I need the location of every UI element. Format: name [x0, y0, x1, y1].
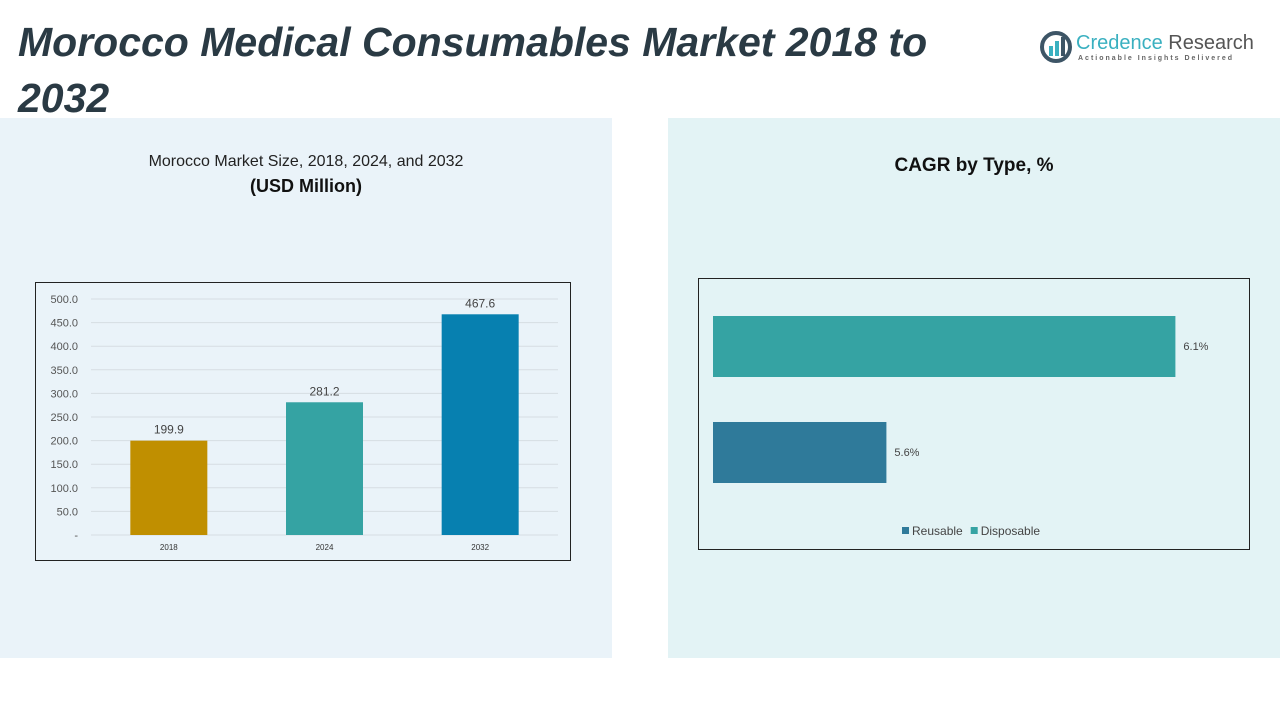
cagr-title: CAGR by Type, % — [894, 155, 1054, 176]
x-tick-label: 2018 — [160, 543, 178, 552]
data-label: 199.9 — [154, 423, 184, 437]
x-tick-label: 2024 — [316, 543, 334, 552]
data-label: 5.6% — [894, 447, 919, 459]
logo-tagline: Actionable Insights Delivered — [1078, 55, 1235, 62]
data-label: 6.1% — [1183, 341, 1208, 353]
logo-name-a: Credence — [1076, 32, 1163, 54]
y-tick-label: 50.0 — [57, 506, 78, 518]
credence-research-logo: Credence Research Actionable Insights De… — [1040, 30, 1260, 70]
y-tick-label: 500.0 — [50, 294, 78, 306]
cagr-chart: 6.1% 5.6% Reusable Disposable — [698, 278, 1250, 550]
legend-swatch-disposable — [970, 527, 978, 534]
data-label: 281.2 — [309, 384, 339, 398]
market-size-title: Morocco Market Size, 2018, 2024, and 203… — [148, 153, 464, 170]
y-tick-label: 400.0 — [50, 341, 78, 353]
market-size-chart: - 50.0 100.0 150.0 200.0 250.0 300.0 350.0 400.0… — [35, 282, 571, 561]
data-label: 467.6 — [465, 296, 495, 310]
y-tick-label: 200.0 — [50, 436, 78, 448]
market-size-unit: (USD Million) — [250, 176, 362, 196]
logo-name-b: Research — [1162, 32, 1254, 54]
y-tick-label: 150.0 — [50, 459, 78, 471]
y-tick-label: 100.0 — [50, 483, 78, 495]
y-tick-label: - — [74, 530, 78, 542]
x-tick-label: 2032 — [471, 543, 489, 552]
y-tick-label: 250.0 — [50, 412, 78, 424]
y-tick-label: 450.0 — [50, 318, 78, 330]
legend-label-reusable: Reusable — [912, 524, 963, 538]
right-panel — [668, 118, 1280, 658]
y-tick-label: 350.0 — [50, 365, 78, 377]
logo-icon — [1040, 31, 1072, 63]
y-tick-label: 300.0 — [50, 388, 78, 400]
legend-label-disposable: Disposable — [981, 524, 1041, 538]
bar-2032 — [441, 314, 519, 535]
bar-reusable — [713, 422, 887, 483]
legend-swatch-reusable — [902, 527, 909, 534]
page-title: Morocco Medical Consumables Market 2018 … — [18, 19, 928, 121]
bar-2018 — [130, 440, 208, 535]
bar-disposable — [713, 316, 1176, 377]
bar-2024 — [286, 402, 363, 535]
